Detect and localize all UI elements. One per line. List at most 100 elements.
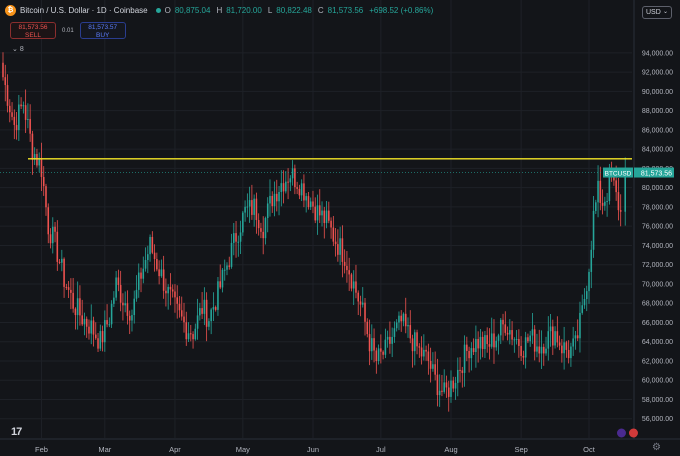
symbol-title[interactable]: Bitcoin / U.S. Dollar · 1D · Coinbase bbox=[20, 6, 148, 15]
candle bbox=[434, 351, 436, 381]
candle bbox=[488, 328, 491, 360]
candle bbox=[27, 103, 29, 129]
candle bbox=[147, 245, 149, 274]
candle bbox=[196, 298, 199, 340]
candle bbox=[423, 334, 425, 361]
candle bbox=[359, 295, 362, 317]
indicator-count: 8 bbox=[19, 46, 24, 53]
candle bbox=[312, 190, 314, 214]
candle bbox=[255, 192, 258, 234]
candle bbox=[217, 277, 219, 316]
candle bbox=[597, 165, 599, 218]
candle bbox=[153, 244, 156, 272]
buy-button[interactable]: 81,573.57 BUY bbox=[79, 22, 126, 39]
candle bbox=[386, 330, 389, 348]
candle bbox=[237, 235, 240, 257]
candle bbox=[124, 291, 126, 313]
tradingview-logo-icon[interactable]: 17 bbox=[11, 426, 22, 438]
candle bbox=[58, 259, 61, 265]
candle bbox=[158, 260, 160, 285]
symbol-tag: BTCUSD bbox=[605, 171, 632, 178]
candle bbox=[599, 166, 602, 211]
candle bbox=[393, 321, 396, 343]
candle bbox=[221, 268, 224, 293]
candle bbox=[149, 234, 151, 262]
candle bbox=[493, 319, 495, 364]
sell-label: SELL bbox=[25, 32, 41, 39]
candle bbox=[441, 374, 443, 397]
candle bbox=[328, 201, 330, 224]
candle bbox=[316, 194, 319, 235]
y-tick-label: 80,000.00 bbox=[642, 185, 673, 192]
candle bbox=[108, 317, 111, 328]
candle bbox=[416, 329, 418, 355]
candle bbox=[472, 338, 475, 356]
candle bbox=[590, 240, 593, 289]
candle bbox=[47, 203, 50, 244]
candle bbox=[484, 331, 486, 358]
candle bbox=[334, 228, 337, 257]
candle bbox=[185, 311, 188, 346]
candle bbox=[167, 284, 169, 310]
candle bbox=[232, 222, 235, 256]
candle bbox=[497, 333, 500, 355]
candle bbox=[585, 285, 588, 312]
candle bbox=[6, 74, 9, 113]
candle bbox=[556, 316, 559, 348]
candle bbox=[413, 329, 416, 366]
buy-label: BUY bbox=[96, 32, 110, 39]
candle bbox=[199, 302, 201, 321]
gear-icon[interactable]: ⚙ bbox=[652, 442, 661, 453]
candle bbox=[282, 170, 285, 204]
candle bbox=[554, 326, 556, 349]
candle bbox=[547, 316, 550, 361]
spread-value: 0.01 bbox=[62, 27, 74, 34]
candle bbox=[208, 318, 210, 331]
candle bbox=[251, 184, 253, 220]
candle bbox=[178, 295, 181, 318]
candle bbox=[271, 191, 274, 213]
candle bbox=[619, 194, 622, 227]
candle bbox=[203, 287, 206, 326]
candle bbox=[495, 336, 498, 351]
candle bbox=[228, 256, 231, 270]
candle bbox=[506, 326, 509, 341]
x-tick-label: Mar bbox=[98, 445, 111, 454]
candle bbox=[527, 333, 529, 344]
candle bbox=[355, 264, 357, 299]
candle bbox=[264, 216, 267, 245]
candle bbox=[348, 257, 350, 291]
candle bbox=[214, 305, 217, 312]
candle bbox=[131, 309, 133, 332]
candle bbox=[395, 319, 398, 332]
symbol-tag-bg bbox=[603, 167, 633, 178]
candle bbox=[126, 290, 129, 325]
candle bbox=[83, 312, 86, 336]
candle bbox=[67, 281, 70, 299]
candle bbox=[332, 215, 335, 247]
candle bbox=[298, 184, 301, 200]
sell-button[interactable]: 81,573.56 SELL bbox=[10, 22, 56, 39]
candle bbox=[330, 217, 332, 239]
candle bbox=[606, 193, 608, 217]
currency-select[interactable]: USD ⌄ bbox=[642, 6, 672, 19]
candle bbox=[133, 290, 136, 324]
buy-price: 81,573.57 bbox=[88, 24, 118, 31]
candle bbox=[352, 270, 355, 306]
candle bbox=[15, 112, 18, 140]
event-flag-icon bbox=[628, 428, 638, 438]
y-tick-label: 62,000.00 bbox=[642, 358, 673, 365]
candle bbox=[294, 164, 296, 195]
candle bbox=[303, 174, 305, 208]
y-tick-label: 90,000.00 bbox=[642, 89, 673, 96]
indicators-toggle[interactable]: ⌄ 8 bbox=[12, 45, 24, 53]
candle bbox=[65, 283, 68, 290]
candle bbox=[244, 200, 246, 222]
candle bbox=[42, 166, 45, 196]
candle bbox=[101, 325, 104, 352]
symbol-header: ₿ Bitcoin / U.S. Dollar · 1D · Coinbase … bbox=[5, 5, 433, 16]
y-tick-label: 72,000.00 bbox=[642, 262, 673, 269]
candle bbox=[346, 250, 348, 283]
candle bbox=[235, 220, 237, 258]
